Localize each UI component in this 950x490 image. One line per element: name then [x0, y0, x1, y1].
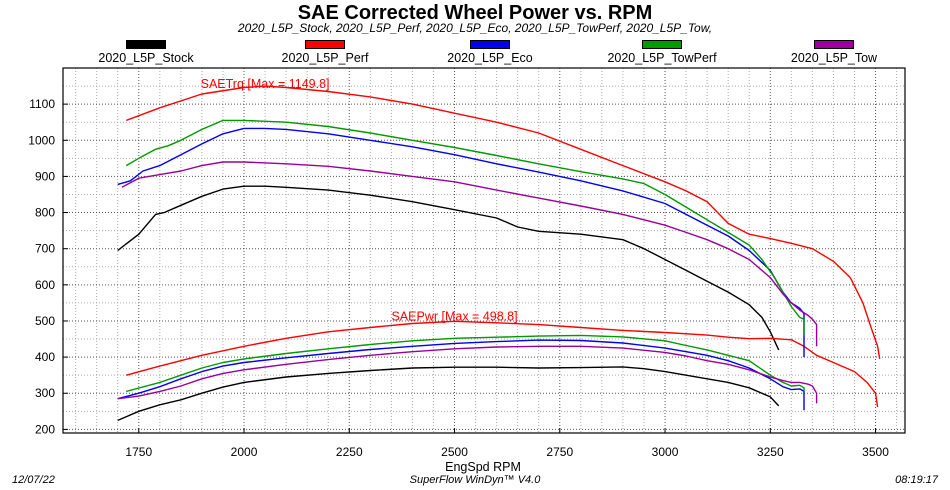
y-tick-label: 800 — [35, 206, 55, 220]
annotation-torque-max: SAETrq [Max = 1149.8] — [201, 77, 330, 91]
grid — [63, 68, 905, 433]
legend-swatch-perf — [305, 40, 345, 49]
series-line-2020-l5p-eco-power — [117, 339, 805, 411]
y-tick-label: 300 — [35, 386, 55, 400]
legend-swatch-eco — [470, 40, 510, 49]
legend-swatch-towperf — [642, 40, 682, 49]
series-line-2020-l5p-tow-torque — [121, 161, 818, 347]
annotation-power-max: SAEPwr [Max = 498.8] — [391, 309, 517, 323]
legend-swatch-tow — [814, 40, 854, 49]
x-tick-label: 3000 — [652, 445, 679, 459]
legend-label-eco: 2020_L5P_Eco — [447, 51, 533, 65]
y-tick-label: 400 — [35, 350, 55, 364]
y-tick-label: 1000 — [28, 133, 55, 147]
x-axis-label: EngSpd RPM — [445, 460, 521, 474]
y-tick-label: 900 — [35, 169, 55, 183]
plot-frame — [62, 67, 906, 434]
x-tick-label: 2500 — [441, 445, 468, 459]
footer-time: 08:19:17 — [895, 474, 938, 486]
series-line-2020-l5p-tow-power — [117, 345, 818, 404]
series-line-2020-l5p-perf-torque — [125, 85, 881, 360]
chart-title: SAE Corrected Wheel Power vs. RPM — [297, 2, 653, 24]
series-line-2020-l5p-perf-power — [126, 320, 879, 408]
legend-swatch-stock — [126, 40, 166, 49]
legend-item-eco: 2020_L5P_Eco — [410, 40, 570, 65]
legend-label-stock: 2020_L5P_Stock — [98, 51, 194, 65]
series-line-2020-l5p-towperf-torque — [125, 119, 805, 336]
x-tick-label: 3250 — [757, 445, 784, 459]
legend-item-perf: 2020_L5P_Perf — [245, 40, 405, 65]
footer-date: 12/07/22 — [12, 474, 55, 486]
legend-label-perf: 2020_L5P_Perf — [281, 51, 369, 65]
y-tick-label: 200 — [35, 422, 55, 436]
x-tick-label: 2000 — [231, 445, 258, 459]
x-tick-label: 3500 — [862, 445, 889, 459]
y-tick-label: 600 — [35, 278, 55, 292]
tick-labels: 1750 2000 2250 2500 2750 3000 3250 3500 200 300 40… — [28, 97, 889, 459]
footer-software: SuperFlow WinDyn™ V4.0 — [409, 474, 541, 486]
x-tick-label: 2750 — [546, 445, 573, 459]
y-tick-label: 700 — [35, 242, 55, 256]
chart-subtitle: 2020_L5P_Stock, 2020_L5P_Perf, 2020_L5P_… — [237, 21, 713, 35]
axes — [62, 67, 906, 434]
legend-label-towperf: 2020_L5P_TowPerf — [607, 51, 717, 65]
legend-label-tow: 2020_L5P_Tow — [790, 51, 878, 65]
x-tick-label: 1750 — [125, 445, 152, 459]
series-line-2020-l5p-stock-power — [117, 366, 780, 422]
y-tick-label: 500 — [35, 314, 55, 328]
y-tick-label: 1100 — [29, 97, 55, 111]
legend-item-tow: 2020_L5P_Tow — [754, 40, 914, 65]
legend-item-stock: 2020_L5P_Stock — [66, 40, 226, 65]
x-tick-label: 2250 — [336, 445, 363, 459]
series-line-2020-l5p-towperf-power — [126, 334, 805, 393]
series-lines — [117, 85, 881, 422]
legend-item-towperf: 2020_L5P_TowPerf — [582, 40, 742, 65]
series-line-2020-l5p-stock-torque — [117, 185, 780, 351]
